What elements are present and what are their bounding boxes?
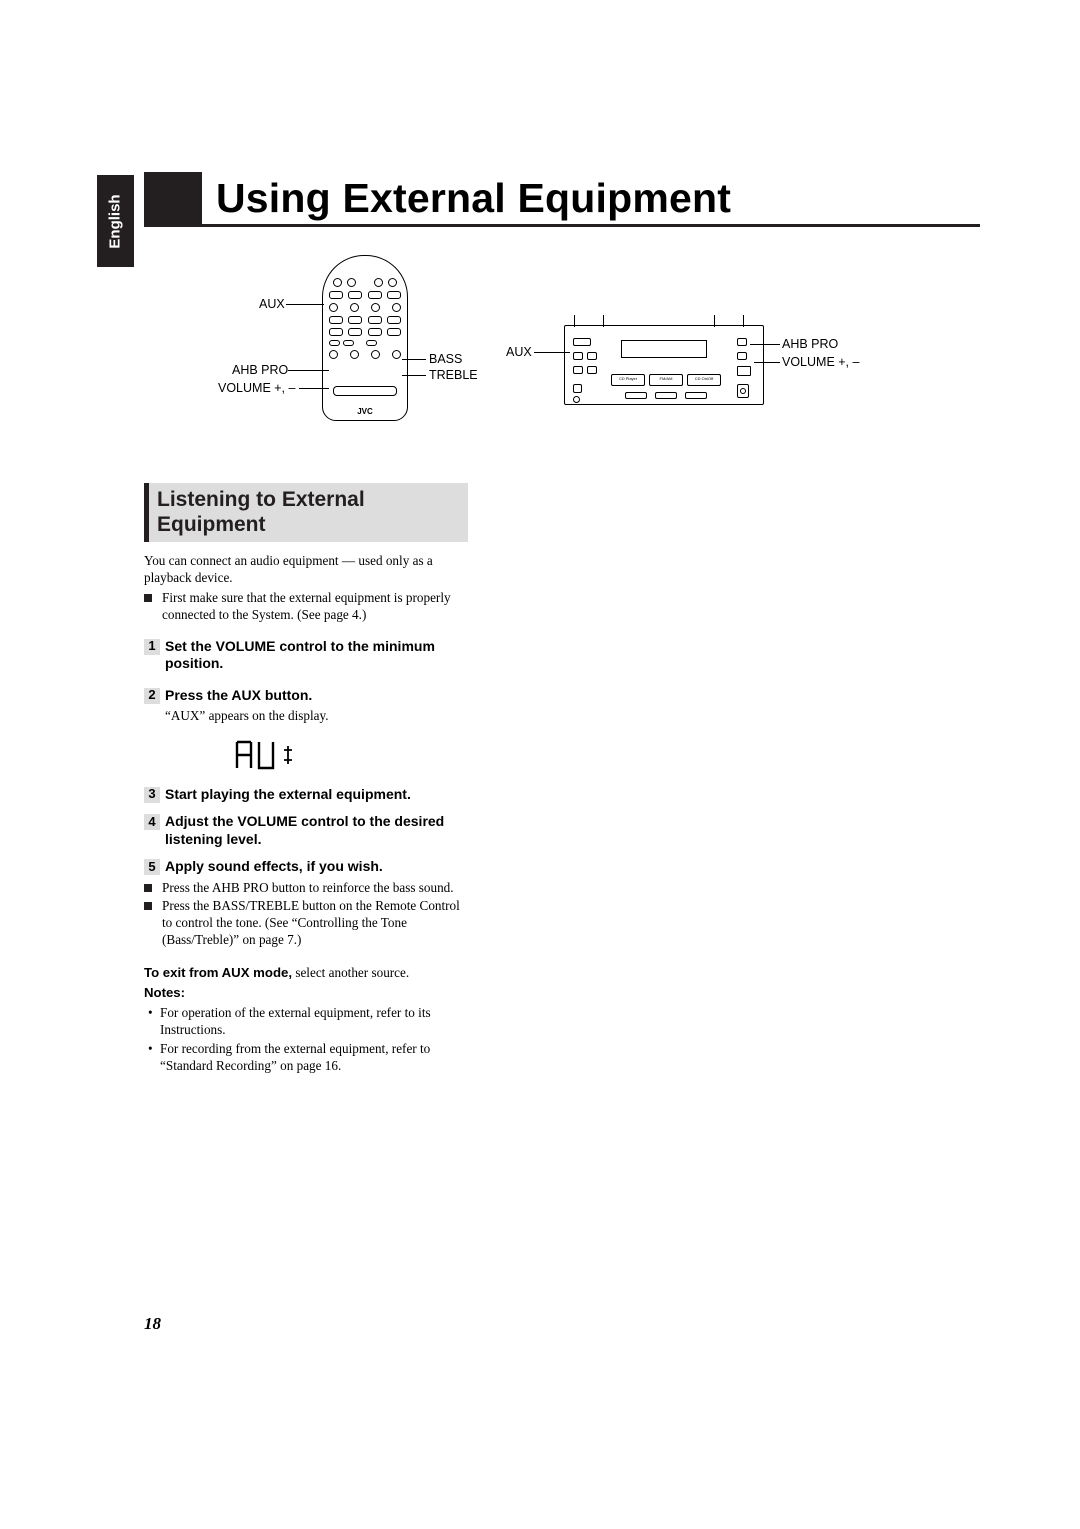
remote-button (329, 350, 338, 359)
intro-bullet: First make sure that the external equipm… (144, 590, 468, 624)
remote-diagram: JVC AUX AHB PRO VOLUME +, – BASS TREBLE (204, 255, 524, 455)
diagrams-area: JVC AUX AHB PRO VOLUME +, – BASS TREBLE (144, 255, 980, 475)
remote-button (368, 316, 382, 324)
callout-bass: BASS (429, 352, 462, 366)
unit-button (655, 392, 677, 399)
remote-button (387, 328, 401, 336)
remote-button (348, 291, 362, 299)
seven-segment-aux-icon (234, 738, 324, 772)
step-number: 3 (144, 787, 160, 803)
remote-button (350, 303, 359, 312)
unit-button (685, 392, 707, 399)
exit-bold: To exit from AUX mode, (144, 965, 292, 980)
remote-button (374, 278, 383, 287)
step5-bullet: Press the BASS/TREBLE button on the Remo… (144, 898, 468, 949)
step-2: 2 Press the AUX button. (144, 687, 468, 705)
remote-button (348, 316, 362, 324)
unit-button (573, 384, 582, 393)
remote-button (392, 303, 401, 312)
unit-button (573, 352, 583, 360)
unit-button (573, 366, 583, 374)
step-number: 5 (144, 859, 160, 875)
title-black-box (144, 172, 202, 224)
remote-button (392, 350, 401, 359)
note-item: For recording from the external equipmen… (144, 1041, 468, 1075)
callout-ahb-pro: AHB PRO (232, 363, 288, 377)
unit-diagram: CD Player FM/AM CD On/Off AUX AHB PRO (514, 315, 894, 435)
step-title: Start playing the external equipment. (165, 786, 411, 804)
step-number: 2 (144, 688, 160, 704)
unit-outline: CD Player FM/AM CD On/Off (564, 325, 764, 405)
unit-button (587, 352, 597, 360)
language-label: English (107, 194, 124, 248)
exit-rest: select another source. (292, 965, 409, 980)
title-rule (144, 224, 980, 227)
remote-button (347, 278, 356, 287)
step-number: 1 (144, 639, 160, 655)
unit-button (587, 366, 597, 374)
remote-button (371, 303, 380, 312)
unit-button (573, 338, 591, 346)
body-column: You can connect an audio equipment — use… (144, 553, 468, 1076)
remote-brand: JVC (323, 407, 407, 416)
remote-button (387, 291, 401, 299)
remote-volume-rocker (333, 386, 397, 396)
step5-bullet: Press the AHB PRO button to reinforce th… (144, 880, 468, 897)
step-title: Set the VOLUME control to the minimum po… (165, 638, 468, 673)
unit-button (737, 338, 747, 346)
remote-button (329, 291, 343, 299)
notes-label: Notes: (144, 985, 468, 1002)
note-item: For operation of the external equipment,… (144, 1005, 468, 1039)
aux-display (234, 735, 468, 772)
remote-button (371, 350, 380, 359)
step-3: 3 Start playing the external equipment. (144, 786, 468, 804)
step-title: Apply sound effects, if you wish. (165, 858, 383, 876)
remote-button (333, 278, 342, 287)
section-heading-text: Listening to External Equipment (157, 487, 460, 537)
remote-button (368, 328, 382, 336)
unit-callout-aux: AUX (506, 345, 532, 359)
remote-button (387, 316, 401, 324)
callout-aux: AUX (259, 297, 285, 311)
remote-button (368, 291, 382, 299)
unit-button (737, 366, 751, 376)
step-title: Adjust the VOLUME control to the desired… (165, 813, 468, 848)
remote-button (343, 340, 354, 346)
step-2-body: “AUX” appears on the display. (165, 708, 468, 725)
remote-button (350, 350, 359, 359)
step-number: 4 (144, 814, 160, 830)
remote-button (329, 328, 343, 336)
language-tab: English (97, 175, 134, 267)
unit-callout-volume: VOLUME +, – (782, 355, 859, 369)
title-row: Using External Equipment (144, 172, 980, 224)
page-number: 18 (144, 1314, 161, 1334)
page: English Using External Equipment (0, 0, 1080, 1529)
remote-button (348, 328, 362, 336)
remote-button (329, 316, 343, 324)
unit-display (621, 340, 707, 358)
unit-callout-ahb-pro: AHB PRO (782, 337, 838, 351)
section-heading: Listening to External Equipment (144, 483, 468, 542)
callout-volume: VOLUME +, – (218, 381, 295, 395)
callout-treble: TREBLE (429, 368, 478, 382)
step-title: Press the AUX button. (165, 687, 312, 705)
step-1: 1 Set the VOLUME control to the minimum … (144, 638, 468, 673)
exit-line: To exit from AUX mode, select another so… (144, 965, 468, 982)
unit-button (737, 352, 747, 360)
remote-button (329, 303, 338, 312)
unit-button (573, 396, 580, 403)
page-title: Using External Equipment (202, 172, 731, 224)
step-4: 4 Adjust the VOLUME control to the desir… (144, 813, 468, 848)
remote-button (388, 278, 397, 287)
unit-button (740, 388, 746, 394)
remote-outline: JVC (322, 255, 408, 421)
unit-button (625, 392, 647, 399)
step-5: 5 Apply sound effects, if you wish. (144, 858, 468, 876)
remote-button (329, 340, 340, 346)
remote-button (366, 340, 377, 346)
intro-paragraph: You can connect an audio equipment — use… (144, 553, 468, 587)
